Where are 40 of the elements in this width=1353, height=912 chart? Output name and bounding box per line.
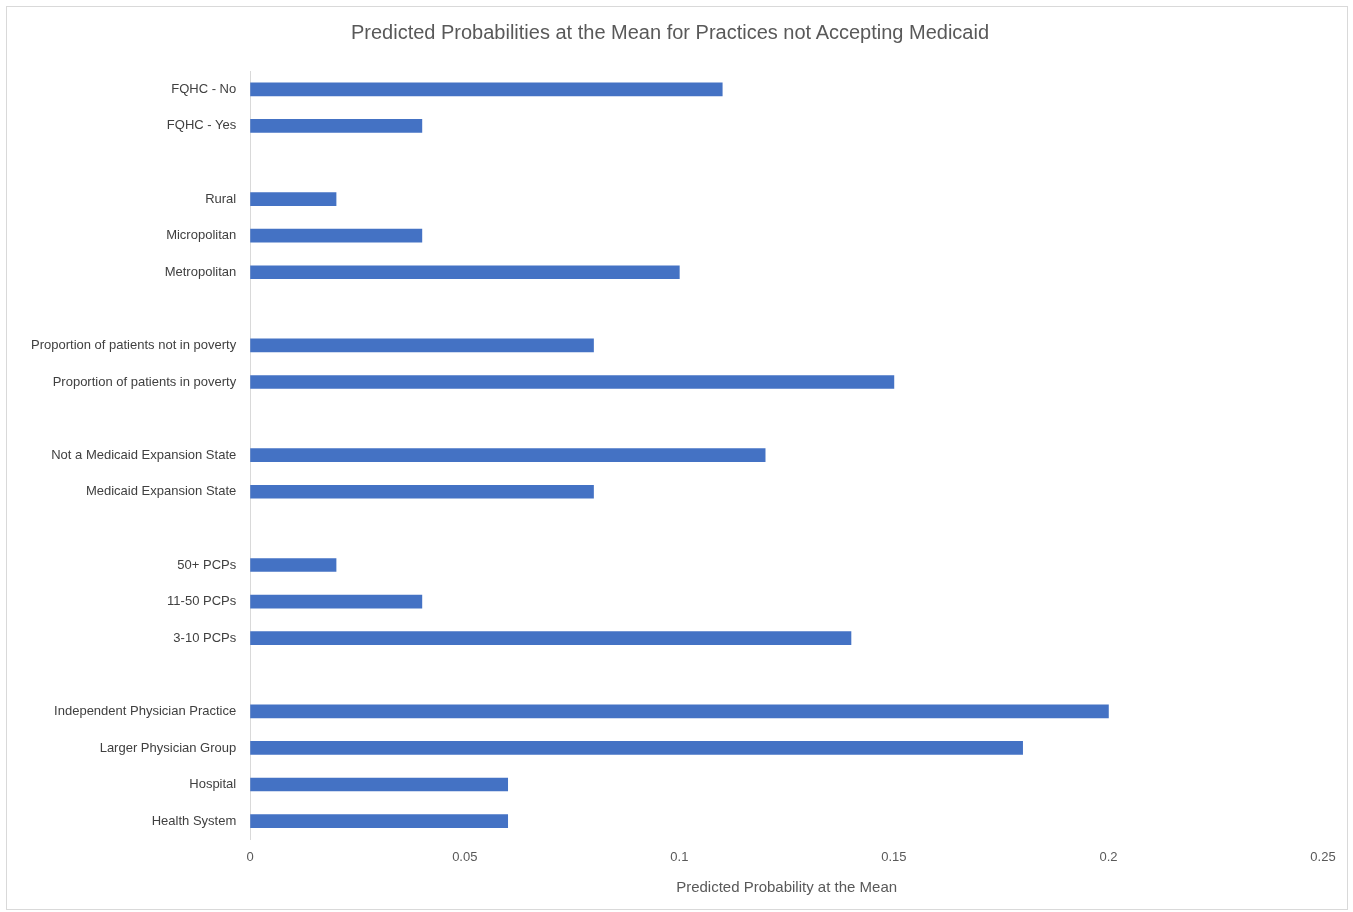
y-tick-label: Medicaid Expansion State	[85, 483, 237, 499]
bar	[250, 265, 680, 280]
bar	[250, 631, 852, 645]
x-tick-label: 0.15	[881, 848, 907, 864]
y-tick-label: Proportion of patients not in poverty	[31, 337, 237, 353]
y-tick-label: 11-50 PCPs	[167, 593, 237, 609]
bar	[250, 338, 594, 353]
y-tick-label: Proportion of patients in poverty	[52, 373, 237, 389]
bar	[250, 814, 509, 828]
y-tick-label: Not a Medicaid Expansion State	[51, 446, 237, 462]
bar	[250, 704, 1109, 719]
y-tick-label: 50+ PCPs	[177, 556, 237, 572]
bar	[250, 484, 594, 499]
bar	[250, 192, 337, 206]
y-tick-label: FQHC - No	[171, 80, 237, 96]
y-tick-label: Larger Physician Group	[99, 739, 237, 755]
bar	[250, 594, 423, 609]
y-tick-label: Health System	[151, 812, 237, 828]
y-tick-label: Independent Physician Practice	[54, 702, 237, 718]
bar	[250, 448, 766, 463]
x-tick-label: 0.1	[670, 848, 689, 864]
y-tick-label: Metropolitan	[164, 263, 237, 279]
bar	[250, 82, 723, 97]
y-tick-label: Rural	[205, 190, 237, 206]
y-tick-label: Micropolitan	[166, 227, 237, 243]
y-tick-label: FQHC - Yes	[166, 117, 237, 133]
bar	[250, 741, 1023, 755]
bar	[250, 558, 337, 572]
bar	[250, 228, 423, 243]
x-axis-title: Predicted Probability at the Mean	[676, 878, 898, 896]
x-tick-label: 0.05	[452, 848, 478, 864]
bar	[250, 777, 509, 792]
chart-title: Predicted Probabilities at the Mean for Practices not Accepting Medicaid	[350, 20, 990, 43]
x-tick-label: 0.25	[1310, 848, 1336, 864]
bar	[250, 375, 895, 389]
bar	[250, 119, 423, 133]
y-tick-label: 3-10 PCPs	[173, 629, 237, 645]
y-tick-label: Hospital	[189, 776, 237, 792]
x-tick-label: 0.2	[1099, 848, 1118, 864]
x-tick-label: 0	[246, 848, 254, 864]
